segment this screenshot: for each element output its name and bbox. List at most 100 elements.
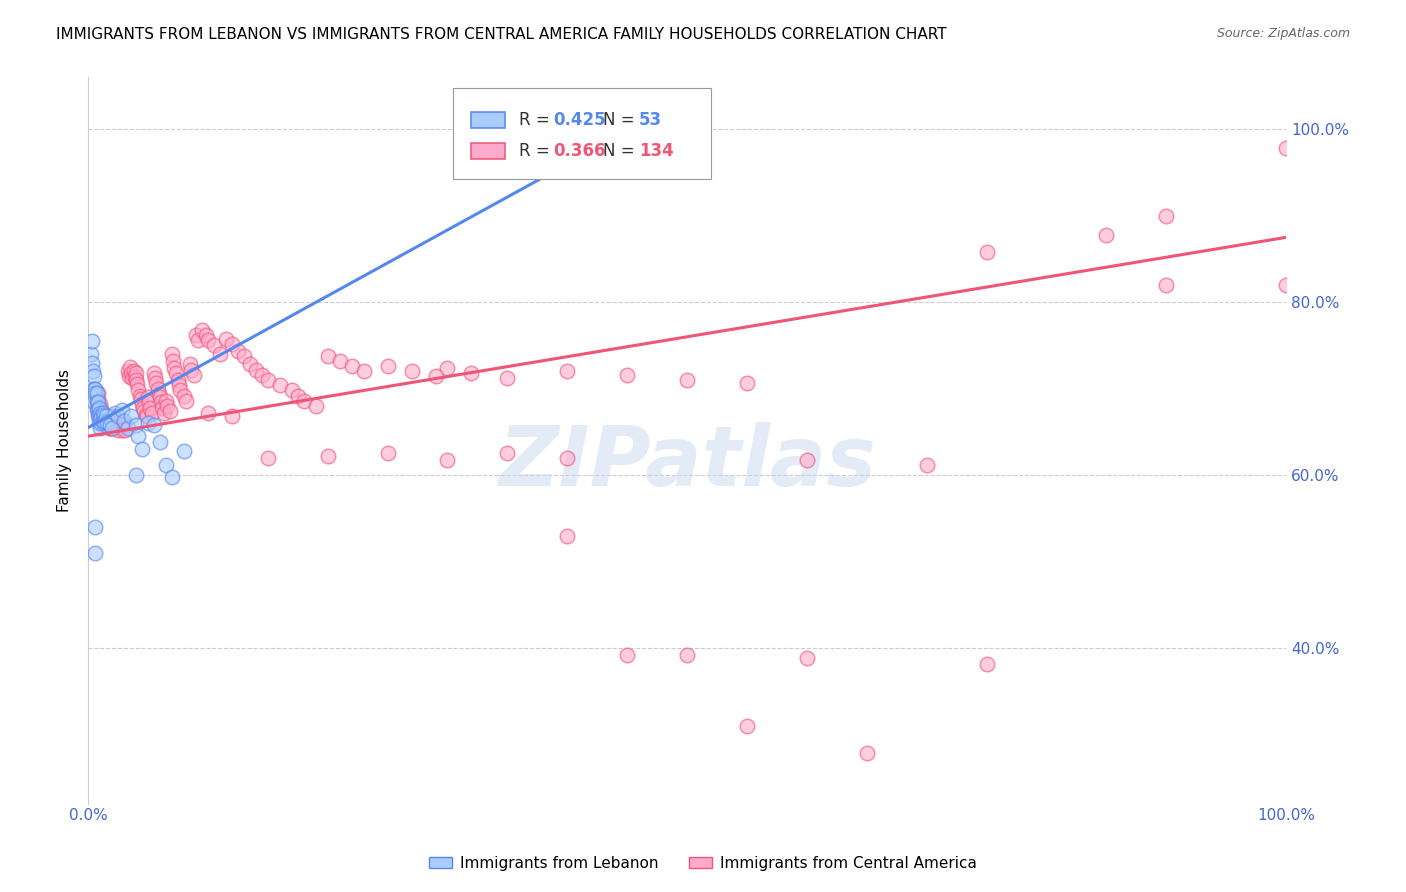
Point: [96, 415, 118, 429]
Point: [84, 382, 107, 396]
Point: [83, 382, 105, 396]
Point: [98, 417, 121, 432]
Point: [155, 393, 177, 408]
Point: [496, 371, 519, 385]
Point: [616, 648, 638, 662]
Point: [86, 403, 108, 417]
Point: [86, 399, 108, 413]
Point: [98, 413, 121, 427]
Point: [191, 323, 214, 337]
Point: [87, 409, 110, 424]
Point: [111, 403, 134, 417]
FancyBboxPatch shape: [471, 112, 505, 128]
Point: [855, 747, 877, 761]
Point: [316, 449, 339, 463]
Point: [555, 364, 578, 378]
Text: 134: 134: [640, 142, 673, 160]
Point: [89, 406, 111, 420]
Point: [401, 364, 423, 378]
Point: [87, 401, 110, 415]
Point: [197, 406, 219, 420]
Point: [120, 359, 142, 374]
Point: [1275, 141, 1298, 155]
Point: [104, 417, 127, 432]
Point: [87, 392, 110, 406]
Point: [976, 657, 998, 671]
Text: R =: R =: [519, 112, 555, 129]
Point: [167, 378, 190, 392]
Point: [89, 408, 111, 422]
Point: [353, 364, 375, 378]
Point: [89, 412, 111, 426]
Point: [169, 384, 191, 398]
Point: [145, 376, 167, 391]
Point: [105, 412, 128, 426]
Point: [165, 366, 187, 380]
Point: [135, 408, 157, 422]
Point: [112, 414, 135, 428]
Point: [221, 409, 243, 424]
Point: [91, 409, 114, 424]
Text: IMMIGRANTS FROM LEBANON VS IMMIGRANTS FROM CENTRAL AMERICA FAMILY HOUSEHOLDS COR: IMMIGRANTS FROM LEBANON VS IMMIGRANTS FR…: [56, 27, 946, 42]
Point: [160, 470, 183, 484]
Point: [84, 390, 107, 404]
Point: [120, 409, 142, 424]
Point: [496, 446, 519, 460]
Text: ZIPatlas: ZIPatlas: [498, 422, 876, 503]
Point: [98, 417, 121, 432]
Point: [97, 421, 120, 435]
Point: [87, 403, 110, 417]
Point: [89, 397, 111, 411]
Point: [173, 388, 195, 402]
Point: [149, 435, 172, 450]
Point: [108, 415, 131, 429]
Point: [101, 416, 124, 430]
Y-axis label: Family Households: Family Households: [58, 369, 72, 512]
Point: [127, 429, 149, 443]
Point: [616, 368, 638, 382]
Point: [555, 450, 578, 465]
Point: [127, 384, 149, 398]
Point: [187, 333, 209, 347]
Point: [94, 409, 117, 424]
Point: [152, 406, 174, 420]
Point: [232, 349, 254, 363]
Point: [245, 362, 267, 376]
Point: [915, 458, 938, 472]
Legend: Immigrants from Lebanon, Immigrants from Central America: Immigrants from Lebanon, Immigrants from…: [423, 850, 983, 877]
Point: [136, 390, 159, 404]
Text: N =: N =: [603, 112, 640, 129]
Point: [84, 520, 107, 534]
Point: [197, 333, 219, 347]
Point: [735, 719, 758, 733]
Point: [94, 409, 117, 424]
Point: [377, 446, 399, 460]
Point: [1154, 209, 1177, 223]
Point: [84, 386, 107, 401]
Text: 0.425: 0.425: [553, 112, 606, 129]
Point: [735, 376, 758, 391]
Point: [159, 404, 181, 418]
Point: [107, 409, 129, 424]
Point: [103, 409, 125, 424]
Point: [83, 394, 105, 409]
Point: [134, 404, 156, 418]
Point: [976, 245, 998, 260]
Point: [120, 366, 142, 380]
Point: [377, 359, 399, 374]
Point: [281, 384, 304, 398]
Point: [103, 416, 125, 430]
Point: [84, 546, 107, 560]
Point: [139, 401, 162, 415]
Point: [1095, 227, 1118, 242]
Point: [425, 368, 447, 383]
Point: [184, 328, 207, 343]
Point: [141, 406, 163, 420]
Point: [148, 387, 170, 401]
Point: [93, 414, 115, 428]
Point: [112, 417, 135, 432]
Point: [194, 328, 217, 343]
Point: [87, 401, 110, 415]
Point: [436, 360, 458, 375]
Point: [221, 336, 243, 351]
